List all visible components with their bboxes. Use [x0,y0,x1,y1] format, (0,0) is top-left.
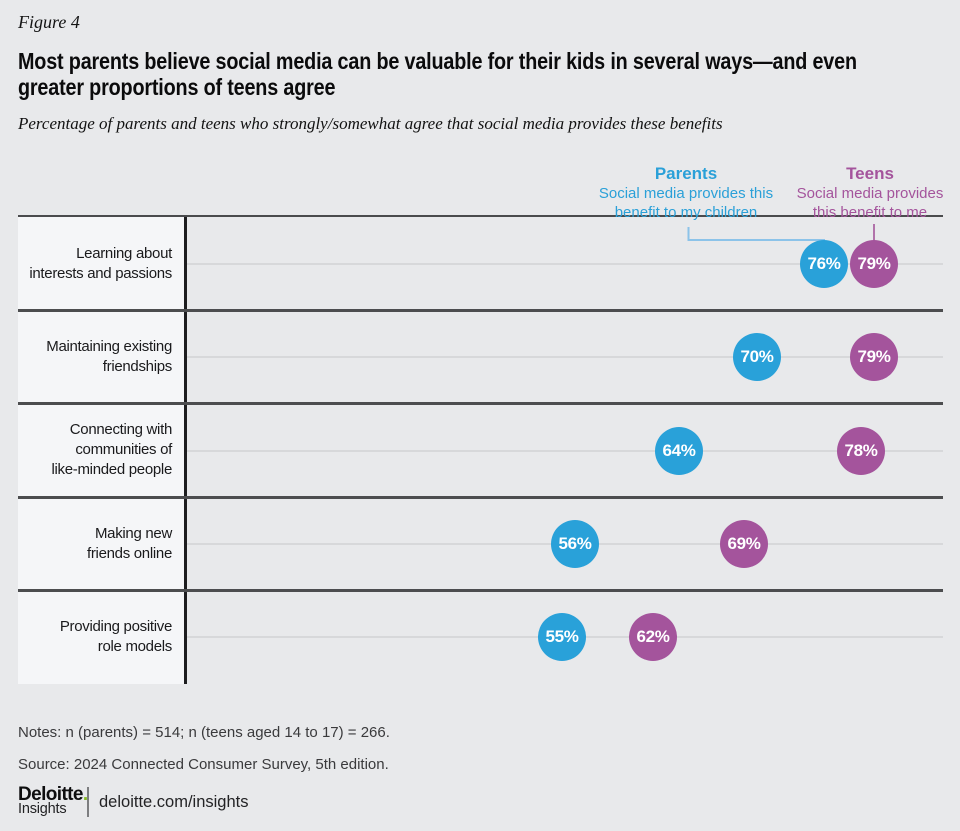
gridline [187,449,943,452]
category-label: Making new friends online [18,497,184,590]
teens-dot: 79% [850,333,898,382]
notes-text: Notes: n (parents) = 514; n (teens aged … [18,724,390,741]
footer-divider [87,787,89,817]
category-label-text: Learning about interests and passions [29,244,172,282]
teens-dot: 62% [629,613,677,662]
chart-subtitle: Percentage of parents and teens who stro… [18,114,723,133]
parents-dot: 70% [733,333,781,382]
parents-dot: 55% [538,613,586,662]
category-label-text: Providing positive role models [59,618,172,656]
page-title: Most parents believe social media can be… [18,48,948,100]
parents-dot: 64% [655,426,703,475]
teens-dot: 78% [837,426,885,475]
category-label-text: Making new friends online [86,524,172,562]
legend-teens-desc-line2: this benefit to me [812,204,928,221]
title-line-2: greater proportions of teens agree [18,74,336,100]
parents-dot: 76% [800,239,848,288]
deloitte-logo-text: Deloitte [18,784,83,805]
legend-parents-desc-line1: Social media provides this [598,185,774,202]
parents-dot: 56% [551,519,599,568]
category-label: Connecting with communities of like-minded… [18,404,184,497]
row-separator [18,402,943,406]
category-label-text: Maintaining existing friendships [46,338,172,376]
teens-dot: 79% [850,239,898,288]
gridline [187,262,943,265]
legend-teens-desc-line1: Social media provides [796,185,944,202]
category-label: Learning about interests and passions [18,217,184,310]
footer-url: deloitte.com/insights [99,793,249,811]
row-separator [18,308,943,312]
chart: Learning about interests and passions 76% 7… [0,215,960,684]
gridline [187,356,943,359]
insights-logo-text: Insights [18,801,67,817]
legend-teens: Teens Social media provides this benefit… [760,164,960,222]
row-separator [18,589,943,593]
legend-parents-desc-line2: benefit to my children [614,204,758,221]
category-label: Maintaining existing friendships [18,310,184,403]
row-separator [18,495,943,499]
category-label-column [18,217,184,684]
source-text: Source: 2024 Connected Consumer Survey, … [18,756,389,773]
y-axis-line [184,217,187,684]
deloitte-logo: Deloitte. [18,785,88,804]
legend-parents: Parents Social media provides this benef… [556,164,816,222]
title-line-1: Most parents believe social media can be… [18,48,857,74]
chart-top-border [18,215,943,217]
legend-parents-title: Parents [654,164,718,183]
deloitte-logo-green-dot: . [82,784,88,805]
legend-teens-title: Teens [846,164,894,183]
category-label: Providing positive role models [18,591,184,684]
category-label-text: Connecting with communities of like-minded… [51,421,172,479]
teens-dot: 69% [720,519,768,568]
figure-label: Figure 4 [18,12,80,32]
